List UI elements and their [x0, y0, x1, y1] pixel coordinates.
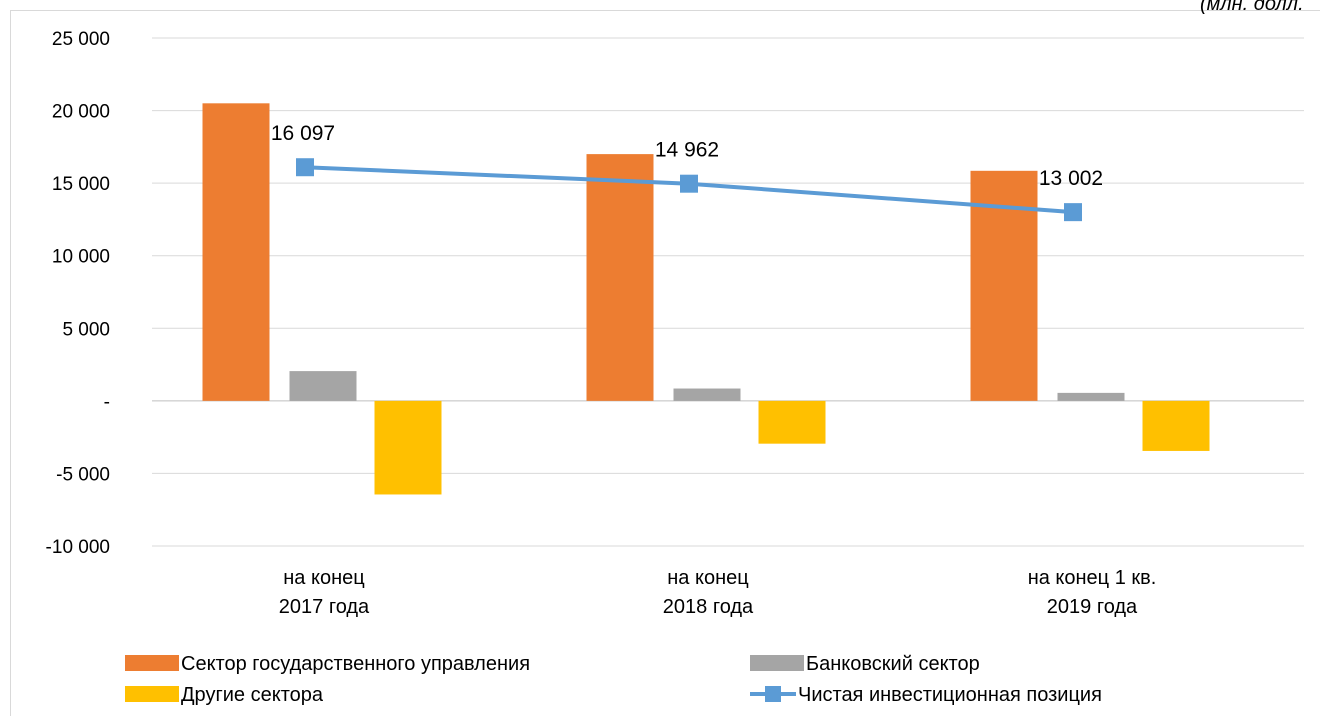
x-tick-label: на конец — [283, 567, 364, 589]
bar — [1143, 401, 1210, 451]
y-tick-label: 5 000 — [62, 319, 110, 340]
legend-label: Чистая инвестиционная позиция — [798, 684, 1102, 706]
y-tick-label: - — [104, 392, 110, 413]
bar — [759, 401, 826, 444]
line-point — [296, 158, 314, 176]
y-tick-label: 15 000 — [52, 174, 110, 195]
data-label: 16 097 — [271, 122, 335, 145]
x-tick-label: на конец — [667, 567, 748, 589]
bar — [674, 389, 741, 401]
y-tick-label: 25 000 — [52, 29, 110, 50]
y-tick-label: 10 000 — [52, 247, 110, 268]
x-tick-label: 2019 года — [1047, 596, 1138, 618]
line-point — [1064, 203, 1082, 221]
legend-swatch — [125, 686, 179, 702]
y-tick-label: 20 000 — [52, 102, 110, 123]
legend-label: Другие сектора — [181, 684, 324, 706]
legend-swatch — [125, 655, 179, 671]
line-point — [680, 175, 698, 193]
legend-swatch — [750, 655, 804, 671]
data-label: 13 002 — [1039, 167, 1103, 190]
x-tick-label: на конец 1 кв. — [1028, 567, 1157, 589]
bar — [203, 103, 270, 401]
unit-note: (млн. долл. — [1200, 0, 1304, 15]
y-tick-label: -5 000 — [56, 464, 110, 485]
bar — [290, 371, 357, 401]
bar — [375, 401, 442, 495]
bar — [1058, 393, 1125, 401]
data-label: 14 962 — [655, 139, 719, 162]
x-tick-label: 2017 года — [279, 596, 370, 618]
legend-label: Сектор государственного управления — [181, 653, 530, 675]
legend-label: Банковский сектор — [806, 653, 980, 675]
y-tick-label: -10 000 — [46, 537, 110, 558]
bar — [587, 154, 654, 401]
legend-marker — [765, 686, 781, 702]
x-tick-label: 2018 года — [663, 596, 754, 618]
